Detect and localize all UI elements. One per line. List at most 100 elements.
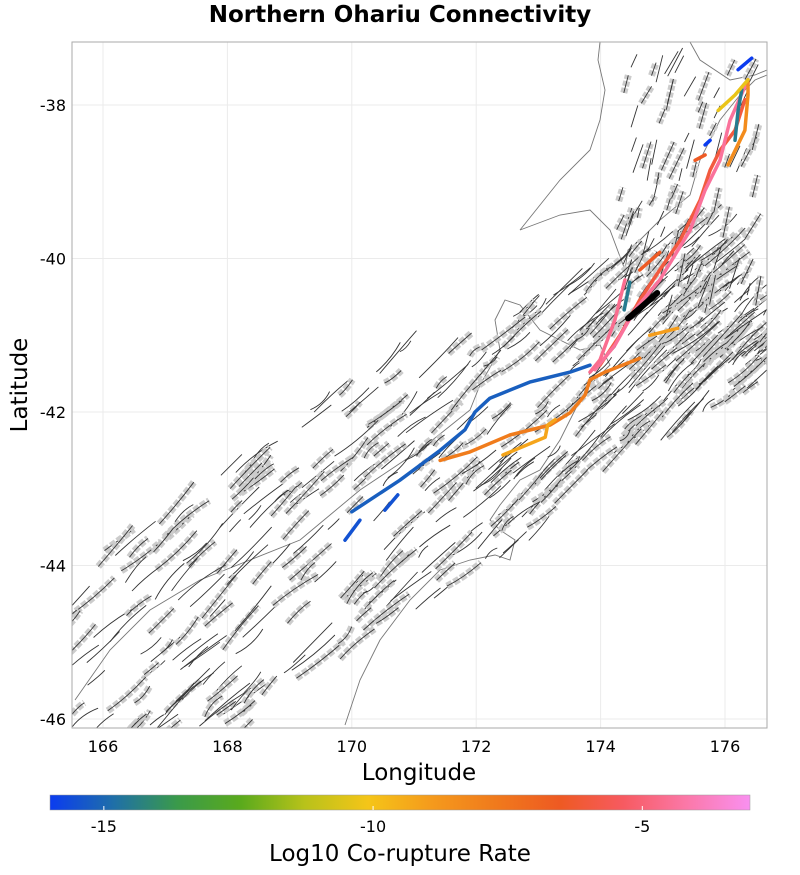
fault-trace bbox=[610, 399, 645, 425]
fault-trace bbox=[314, 561, 337, 583]
fault-trace bbox=[651, 333, 696, 370]
fault-trace bbox=[759, 348, 767, 355]
fault-trace bbox=[424, 477, 441, 491]
fault-trace bbox=[484, 547, 498, 559]
colorbar-tick-label: -10 bbox=[360, 817, 386, 836]
fault-trace bbox=[157, 713, 179, 728]
fault-trace bbox=[585, 266, 611, 293]
fault-trace bbox=[234, 585, 272, 632]
fault-trace bbox=[72, 702, 85, 715]
fault-trace bbox=[156, 530, 198, 570]
fault-trace bbox=[672, 321, 719, 354]
fault-trace bbox=[540, 455, 567, 481]
fault-trace bbox=[728, 355, 760, 384]
fault-trace bbox=[450, 369, 485, 411]
fault-trace bbox=[600, 405, 627, 438]
fault-trace bbox=[435, 507, 457, 523]
colorbar-tick-label: -15 bbox=[91, 817, 117, 836]
fault-trace bbox=[175, 667, 211, 702]
fault-trace bbox=[581, 414, 597, 428]
fault-trace bbox=[664, 51, 679, 75]
fault-trace bbox=[664, 326, 689, 344]
fault-trace bbox=[589, 303, 616, 335]
fault-trace bbox=[504, 461, 520, 474]
x-tick-label: 170 bbox=[337, 737, 368, 756]
fault-trace bbox=[635, 411, 664, 445]
fault-trace bbox=[527, 506, 557, 528]
fault-trace bbox=[287, 600, 311, 624]
fault-trace bbox=[366, 413, 407, 446]
fault-trace bbox=[630, 54, 638, 68]
fault-trace bbox=[660, 226, 666, 237]
fault-trace bbox=[222, 605, 259, 650]
fault-trace bbox=[87, 669, 106, 686]
fault-trace bbox=[674, 55, 685, 74]
fault-trace bbox=[421, 542, 456, 573]
fault-trace bbox=[72, 610, 81, 623]
fault-trace bbox=[630, 137, 637, 152]
fault-trace bbox=[189, 573, 225, 608]
fault-trace bbox=[706, 213, 713, 225]
fault-trace bbox=[640, 86, 652, 104]
fault-trace bbox=[539, 315, 571, 347]
fault-trace bbox=[134, 685, 151, 704]
fault-trace bbox=[285, 471, 325, 514]
fault-trace bbox=[477, 519, 503, 550]
fault-trace bbox=[230, 526, 273, 568]
fault-trace bbox=[722, 206, 730, 238]
fault-trace bbox=[519, 294, 539, 313]
fault-trace bbox=[291, 634, 336, 671]
fault-trace bbox=[72, 707, 99, 727]
fault-trace bbox=[448, 332, 472, 354]
fault-trace bbox=[186, 523, 223, 564]
x-tick-label: 168 bbox=[212, 737, 243, 756]
fault-trace bbox=[175, 616, 199, 645]
fault-trace bbox=[627, 395, 661, 421]
fault-ribbon bbox=[294, 638, 346, 682]
fault-trace bbox=[282, 546, 307, 568]
fault-trace bbox=[734, 297, 749, 313]
fault-trace bbox=[243, 671, 262, 694]
fault-trace bbox=[763, 307, 767, 316]
fault-trace bbox=[684, 132, 690, 143]
fault-trace bbox=[475, 451, 518, 489]
fault-trace bbox=[643, 315, 679, 359]
y-axis-label: Latitude bbox=[7, 338, 33, 433]
fault-trace bbox=[16, 607, 49, 631]
fault-ribbon bbox=[784, 334, 800, 367]
fault-trace bbox=[270, 485, 297, 517]
fault-trace bbox=[518, 476, 540, 501]
fault-trace bbox=[667, 47, 683, 77]
fault-trace bbox=[619, 429, 631, 442]
fault-trace bbox=[433, 456, 478, 494]
fault-trace bbox=[666, 410, 692, 438]
fault-trace bbox=[154, 563, 185, 600]
fault-trace bbox=[663, 359, 685, 382]
fault-trace bbox=[172, 638, 202, 661]
fault-trace bbox=[97, 525, 133, 567]
fault-trace bbox=[577, 327, 590, 340]
fault-trace bbox=[712, 244, 746, 274]
fault-trace bbox=[216, 549, 238, 574]
fault-trace bbox=[340, 570, 365, 599]
plot-frame bbox=[71, 41, 768, 729]
fault-trace bbox=[356, 607, 372, 622]
fault-trace bbox=[405, 399, 454, 434]
fault-ribbon bbox=[771, 347, 800, 373]
fault-ribbon bbox=[25, 618, 62, 647]
fault-trace bbox=[624, 267, 632, 290]
fault-trace bbox=[772, 353, 788, 371]
fault-trace bbox=[549, 297, 588, 330]
coastline-path bbox=[689, 42, 767, 81]
fault-trace bbox=[646, 158, 652, 181]
fault-trace bbox=[181, 633, 219, 663]
fault-trace bbox=[624, 414, 643, 430]
fault-trace bbox=[635, 364, 667, 387]
fault-trace bbox=[177, 564, 226, 601]
fault-trace bbox=[204, 695, 223, 718]
fault-ribbon bbox=[9, 605, 31, 622]
fault-trace bbox=[746, 369, 767, 389]
fault-trace bbox=[499, 539, 519, 559]
fault-trace bbox=[243, 719, 253, 728]
fault-trace bbox=[433, 434, 445, 447]
